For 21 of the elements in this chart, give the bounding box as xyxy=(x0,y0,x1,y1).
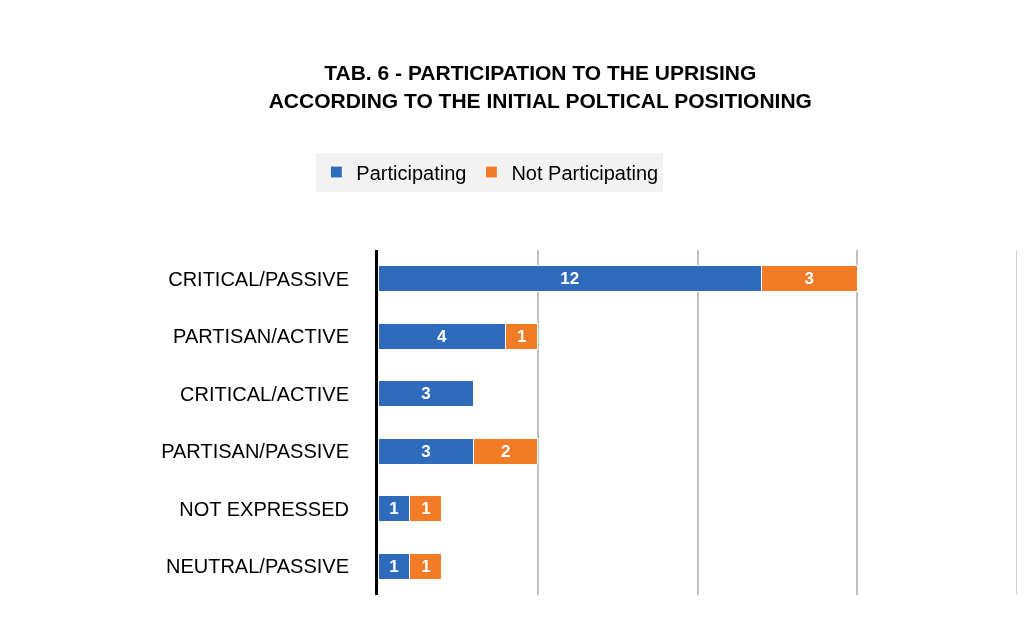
data-label: 1 xyxy=(421,556,431,576)
data-label: 1 xyxy=(517,326,527,346)
y-tick-label: PARTISAN/ACTIVE xyxy=(173,325,349,348)
y-tick-label: CRITICAL/PASSIVE xyxy=(168,267,349,290)
chart-title: TAB. 6 - PARTICIPATION TO THE UPRISING ACCORDING TO THE INITIAL POLTICAL POSITIONING xyxy=(268,61,812,112)
y-tick-label: NOT EXPRESSED xyxy=(179,497,349,520)
y-tick-label: PARTISAN/PASSIVE xyxy=(161,440,349,463)
data-label: 1 xyxy=(389,556,399,576)
data-label: 12 xyxy=(560,269,580,289)
data-label: 3 xyxy=(804,269,815,289)
data-label: 3 xyxy=(421,441,431,461)
data-label: 2 xyxy=(501,441,511,461)
data-label: 1 xyxy=(421,499,431,519)
data-label: 3 xyxy=(421,384,431,404)
legend-label: Not Participating xyxy=(511,161,659,184)
data-label: 1 xyxy=(389,499,399,519)
legend-label: Participating xyxy=(356,161,467,184)
bar xyxy=(378,380,475,408)
y-tick-label: CRITICAL/ACTIVE xyxy=(180,382,349,405)
y-tick-label: NEUTRAL/PASSIVE xyxy=(165,555,349,578)
data-label: 4 xyxy=(436,326,447,346)
